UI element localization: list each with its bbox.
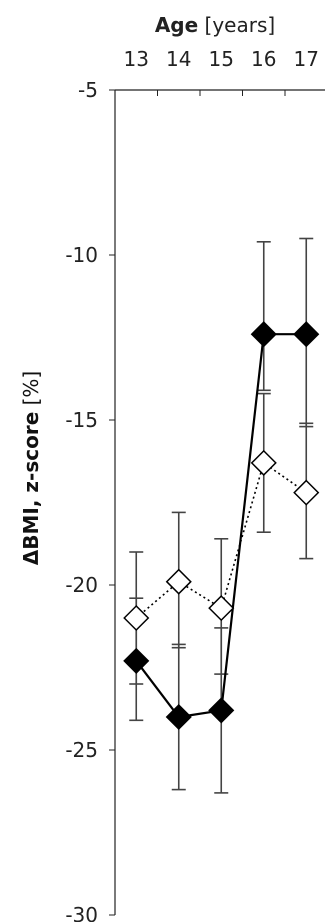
y-tick-label: -20 [65, 573, 98, 597]
x-tick-label: 13 [124, 47, 149, 71]
data-point [165, 568, 192, 595]
data-point [250, 321, 277, 348]
x-axis-title: Age [years] [155, 13, 275, 37]
y-axis-title-unit: [%] [19, 371, 43, 412]
data-point [208, 595, 235, 622]
data-point [123, 604, 150, 632]
data-point [165, 703, 192, 731]
data-point [250, 449, 277, 476]
y-axis-title-bold: ΔBMI, z-score [19, 412, 43, 566]
y-tick-label: -30 [65, 903, 98, 922]
data-point [208, 697, 235, 724]
x-axis-title-bold: Age [155, 13, 198, 37]
x-tick-label: 14 [166, 47, 191, 71]
series-2 [129, 392, 314, 685]
y-tick-label: -5 [78, 78, 98, 102]
x-tick-label: 17 [294, 47, 319, 71]
plot-area [123, 237, 320, 794]
x-ticks: 13 14 15 16 17 [114, 47, 319, 96]
y-tick-label: -25 [65, 738, 98, 762]
x-tick-label: 15 [209, 47, 234, 71]
y-axis-title: ΔBMI, z-score [%] [19, 371, 43, 565]
y-ticks: -5 -10 -15 -20 -25 -30 [65, 78, 115, 922]
y-tick-label: -15 [65, 408, 98, 432]
x-tick-label: 16 [251, 47, 276, 71]
x-axis-title-unit: [years] [198, 13, 275, 37]
data-point [293, 321, 320, 348]
y-tick-label: -10 [65, 243, 98, 267]
data-point [293, 479, 320, 506]
data-point [123, 647, 150, 674]
